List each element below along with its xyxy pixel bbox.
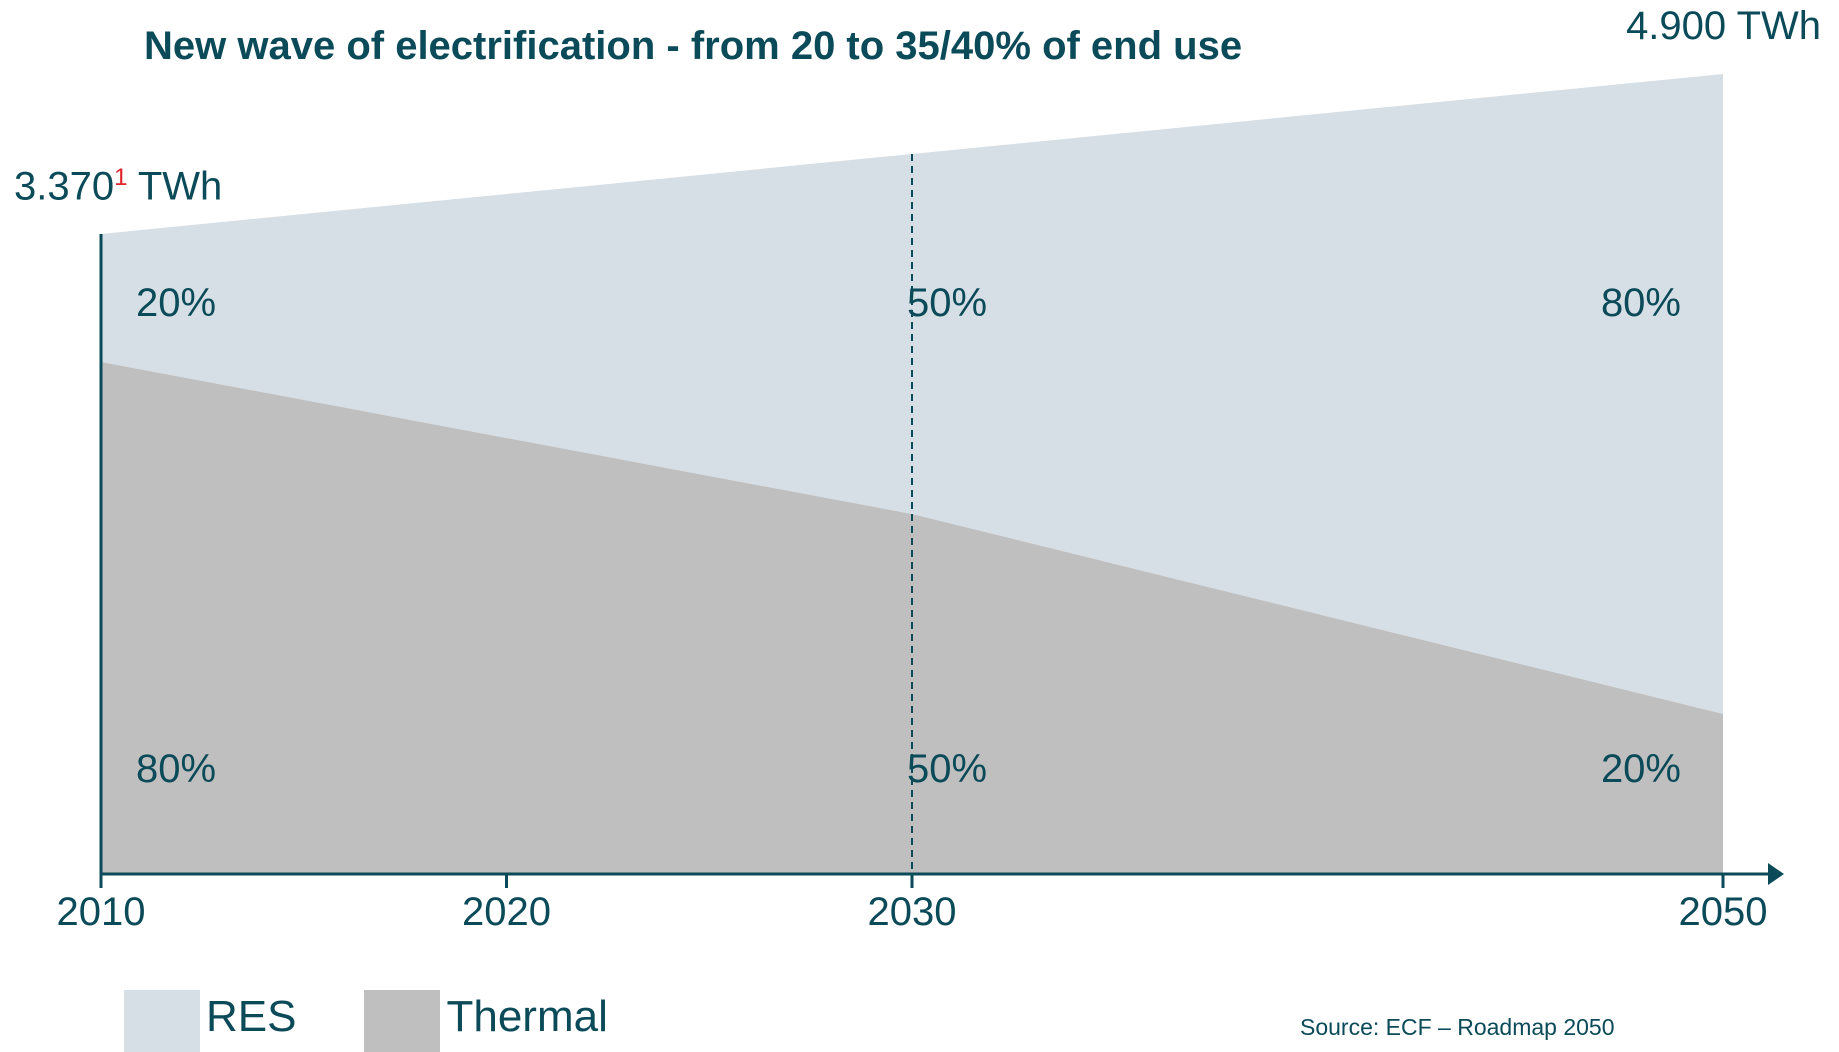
thermal-share-label-2030: 50% — [907, 747, 987, 791]
total-2010-value: 3.370 — [14, 164, 115, 209]
thermal-area — [101, 362, 1723, 874]
res-share-label-2050: 80% — [1601, 281, 1681, 325]
footnote-marker: 1 — [114, 164, 128, 191]
total-2050-label: 4.900 TWh — [1626, 4, 1821, 49]
total-2050-value: 4.900 — [1626, 4, 1727, 48]
res-share-label-2030: 50% — [907, 281, 987, 325]
chart-title: New wave of electrification - from 20 to… — [144, 24, 1243, 68]
x-tick-label-2030: 2030 — [868, 890, 957, 934]
share-labels: 20% 50% 80% 80% 50% 20% — [136, 281, 1681, 791]
thermal-share-label-2050: 20% — [1601, 747, 1681, 791]
x-tick-label-2010: 2010 — [57, 890, 146, 934]
thermal-share-label-2010: 80% — [136, 747, 216, 791]
x-tick-label-2020: 2020 — [462, 890, 551, 934]
total-2010-label: 3.3701 TWh — [14, 164, 222, 209]
total-2050-unit: TWh — [1736, 4, 1821, 48]
legend-label-thermal: Thermal — [446, 992, 608, 1041]
legend: RES Thermal — [124, 990, 676, 1052]
legend-item-res: RES — [124, 990, 296, 1052]
total-2010-unit: TWh — [137, 164, 223, 209]
legend-swatch-thermal — [364, 990, 441, 1052]
legend-item-thermal: Thermal — [364, 990, 608, 1052]
legend-label-res: RES — [206, 992, 297, 1041]
res-share-label-2010: 20% — [136, 281, 216, 325]
legend-swatch-res — [124, 990, 200, 1052]
x-tick-label-2050: 2050 — [1679, 890, 1768, 934]
x-axis-arrow-icon — [1768, 863, 1784, 885]
x-axis-ticks: 2010 2020 2030 2050 — [57, 874, 1768, 934]
source-note: Source: ECF – Roadmap 2050 — [1300, 1014, 1615, 1040]
